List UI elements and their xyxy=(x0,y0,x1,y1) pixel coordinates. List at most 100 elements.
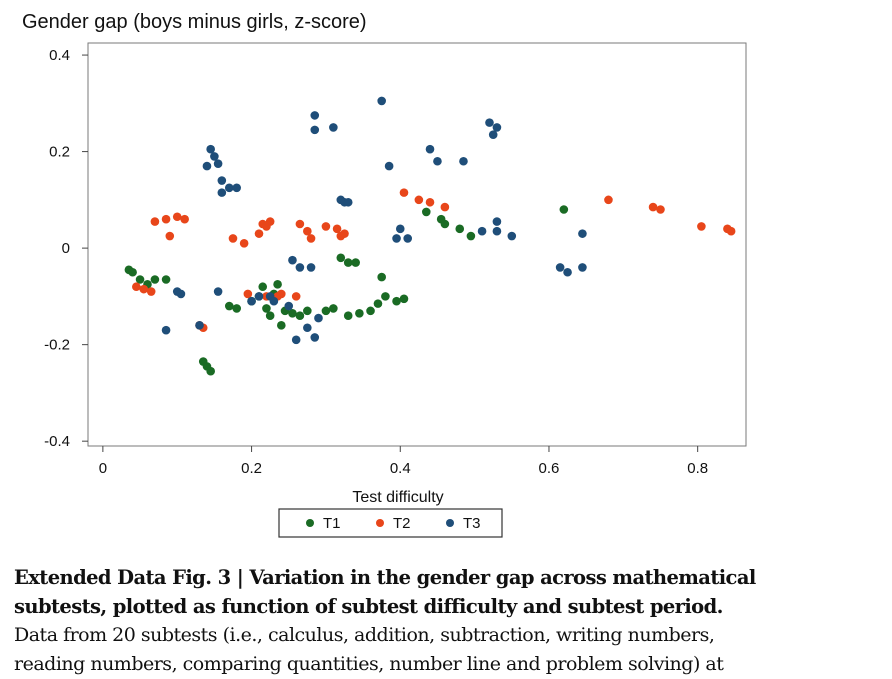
data-point xyxy=(399,294,409,304)
data-point xyxy=(336,253,346,263)
data-point xyxy=(228,234,238,243)
data-point xyxy=(578,229,587,238)
x-axis-label: Test difficulty xyxy=(352,489,443,506)
data-point xyxy=(403,234,413,243)
caption-body-line-2: reading numbers, comparing quantities, n… xyxy=(14,653,724,675)
data-point xyxy=(507,231,517,241)
data-point xyxy=(247,296,256,306)
data-point xyxy=(224,183,234,193)
y-tick-label: -0.4 xyxy=(44,433,70,450)
data-point xyxy=(288,255,297,265)
data-point xyxy=(555,263,565,272)
axes: -0.4 -0.2 0 0.2 0.4 0 0.2 0.4 0.6 0.8 xyxy=(44,47,708,477)
data-point xyxy=(340,229,349,238)
data-point xyxy=(414,195,424,205)
data-point xyxy=(269,296,279,306)
data-point xyxy=(381,292,390,301)
data-point xyxy=(310,333,320,342)
data-point xyxy=(254,229,264,238)
series-t3 xyxy=(161,96,587,345)
data-point xyxy=(206,366,215,376)
data-point xyxy=(291,335,301,345)
x-tick-label: 0.8 xyxy=(687,460,708,477)
data-point xyxy=(161,214,171,224)
data-point xyxy=(355,308,364,318)
data-point xyxy=(492,226,502,236)
data-point xyxy=(485,118,494,127)
data-point xyxy=(217,176,227,185)
data-point xyxy=(321,306,331,316)
data-point xyxy=(135,275,145,284)
data-point xyxy=(165,231,175,241)
plot-frame xyxy=(87,42,747,447)
data-point xyxy=(373,299,383,308)
legend-label: T1 xyxy=(323,515,341,532)
data-point xyxy=(604,195,613,205)
data-point xyxy=(232,304,242,313)
x-tick-label: 0.6 xyxy=(539,460,560,477)
legend-marker xyxy=(376,519,384,527)
legend-marker xyxy=(306,519,314,527)
legend-box xyxy=(278,508,503,538)
data-point xyxy=(377,272,386,282)
data-point xyxy=(332,224,342,234)
data-point xyxy=(303,226,312,236)
data-point xyxy=(440,219,450,229)
data-point xyxy=(343,258,353,267)
data-point xyxy=(291,292,301,301)
data-point xyxy=(262,304,271,313)
data-point xyxy=(466,231,476,241)
data-point xyxy=(321,222,331,231)
y-tick-label: 0 xyxy=(62,240,70,257)
y-tick-label: -0.2 xyxy=(44,337,70,354)
data-point xyxy=(559,205,569,214)
data-point xyxy=(459,156,468,166)
caption-body-line-1: Data from 20 subtests (i.e., calculus, a… xyxy=(14,624,715,646)
data-point xyxy=(295,219,305,229)
data-point xyxy=(578,263,587,272)
data-point xyxy=(139,284,149,294)
data-point xyxy=(303,323,312,333)
data-point xyxy=(150,217,160,226)
data-point xyxy=(366,306,375,316)
data-point xyxy=(239,238,249,248)
data-point xyxy=(288,308,297,318)
data-point xyxy=(217,188,227,197)
data-point xyxy=(477,226,487,236)
x-tick-label: 0.4 xyxy=(390,460,411,477)
data-point xyxy=(343,311,353,320)
caption-title-line-2: subtests, plotted as function of subtest… xyxy=(14,595,723,618)
data-point xyxy=(176,289,186,299)
data-points xyxy=(124,96,736,376)
chart-title: Gender gap (boys minus girls, z-score) xyxy=(22,11,367,33)
data-point xyxy=(210,152,219,161)
data-point xyxy=(343,197,353,207)
x-tick-label: 0 xyxy=(99,460,107,477)
data-point xyxy=(392,234,401,243)
data-point xyxy=(425,197,435,207)
data-point xyxy=(295,311,305,320)
data-point xyxy=(180,214,189,224)
data-point xyxy=(399,188,409,197)
data-point xyxy=(329,304,338,313)
data-point xyxy=(195,321,204,330)
data-point xyxy=(150,275,160,284)
data-point xyxy=(206,144,215,154)
data-point xyxy=(377,96,386,106)
data-point xyxy=(232,183,242,193)
data-point xyxy=(132,282,141,292)
data-point xyxy=(224,301,234,311)
data-point xyxy=(656,205,665,214)
data-point xyxy=(392,296,401,306)
data-point xyxy=(697,222,706,231)
caption-title-line-1: Extended Data Fig. 3 | Variation in the … xyxy=(14,566,756,589)
data-point xyxy=(265,217,275,226)
data-point xyxy=(351,258,360,267)
y-tick-label: 0.4 xyxy=(49,47,70,64)
data-point xyxy=(648,202,658,212)
data-point xyxy=(492,123,502,132)
data-point xyxy=(295,263,305,272)
legend-marker xyxy=(446,519,454,527)
data-point xyxy=(258,282,268,292)
data-point xyxy=(310,111,320,120)
